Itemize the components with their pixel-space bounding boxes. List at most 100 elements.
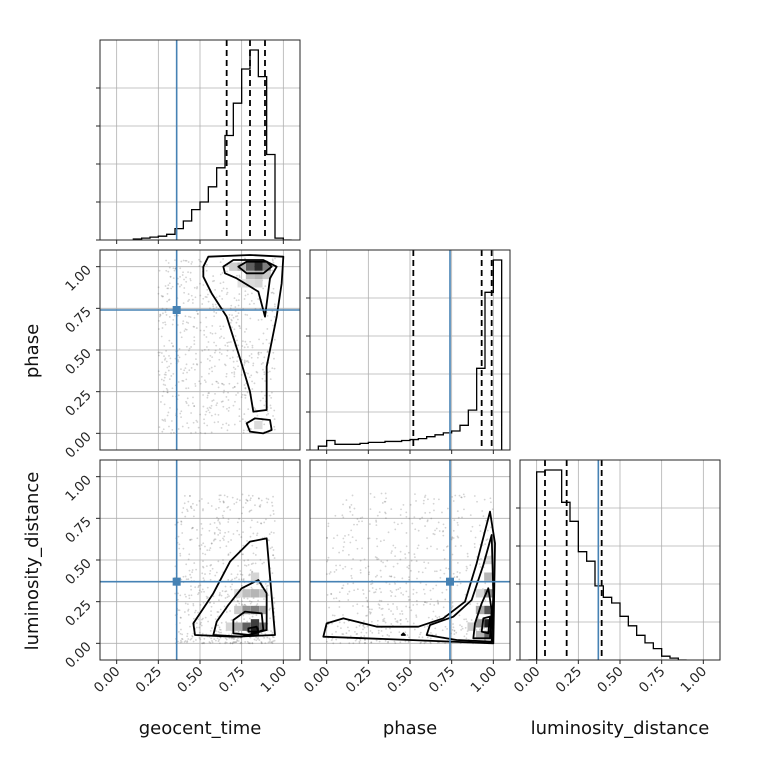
sample-point [193,405,196,407]
sample-point [271,391,273,394]
sample-point [184,515,187,518]
sample-point [211,332,214,335]
sample-point [404,631,407,634]
sample-point [251,388,254,390]
sample-point [331,633,334,636]
sample-point [238,324,240,327]
sample-point [158,269,161,272]
sample-point [220,335,223,338]
sample-point [209,601,212,604]
sample-point [408,517,411,520]
sample-point [162,312,164,315]
sample-point [227,424,230,426]
sample-point [231,578,234,581]
sample-point [187,609,189,612]
sample-point [193,325,196,328]
sample-point [190,527,193,530]
sample-point [208,529,211,532]
sample-point [182,271,184,274]
sample-point [233,385,236,388]
sample-point [229,341,232,343]
sample-point [236,355,239,358]
sample-point [167,369,170,372]
sample-point [237,304,240,307]
sample-point [244,396,247,399]
sample-point [446,545,449,548]
sample-point [222,500,225,503]
sample-point [268,342,271,345]
sample-point [484,582,487,585]
x-label-phase: phase [383,718,437,739]
sample-point [346,626,349,629]
sample-point [327,556,330,559]
sample-point [180,520,183,523]
sample-point [269,514,272,517]
density-cell [475,589,485,598]
sample-point [399,613,401,615]
sample-point [377,603,380,606]
sample-point [249,497,252,500]
sample-point [359,559,362,562]
sample-point [349,635,352,638]
sample-point [211,370,214,373]
sample-point [247,642,250,644]
sample-point [237,565,240,567]
sample-point [409,503,412,506]
sample-point [414,528,417,531]
sample-point [463,508,465,511]
sample-point [248,354,251,357]
sample-point [163,376,166,379]
sample-point [397,523,399,526]
sample-point [214,303,217,306]
sample-point [342,584,345,587]
sample-point [256,638,259,640]
sample-point [179,267,182,270]
sample-point [250,586,253,589]
sample-point [184,315,187,318]
sample-point [240,642,243,645]
sample-point [269,404,272,407]
sample-point [453,576,456,578]
sample-point [353,523,355,526]
sample-point [169,406,171,409]
sample-point [445,545,448,548]
density-cell [254,420,263,430]
sample-point [266,351,269,353]
sample-point [460,628,463,631]
sample-point [408,578,411,581]
sample-point [363,558,366,561]
sample-point [428,511,431,514]
sample-point [398,631,401,634]
sample-point [252,552,255,555]
sample-point [220,382,223,385]
sample-point [388,635,391,637]
sample-point [368,573,370,576]
hist-luminosity-distance [516,459,721,661]
sample-point [177,609,180,612]
sample-point [469,603,472,606]
sample-point [185,578,188,581]
sample-point [361,605,364,607]
sample-point [208,549,211,552]
sample-point [252,532,255,535]
sample-point [410,569,412,572]
sample-point [267,594,270,596]
sample-point [203,333,206,336]
sample-point [382,561,384,564]
sample-point [219,608,222,611]
sample-point [206,396,209,399]
sample-point [244,290,247,293]
sample-point [256,356,259,359]
sample-point [172,267,175,270]
sample-point [463,635,466,638]
sample-point [221,590,224,592]
sample-point [179,641,182,644]
sample-point [227,518,230,521]
sample-point [262,287,265,290]
sample-point [257,352,260,355]
sample-point [192,602,195,605]
sample-point [187,578,190,581]
sample-point [162,379,165,382]
sample-point [192,325,195,328]
sample-point [349,510,352,513]
